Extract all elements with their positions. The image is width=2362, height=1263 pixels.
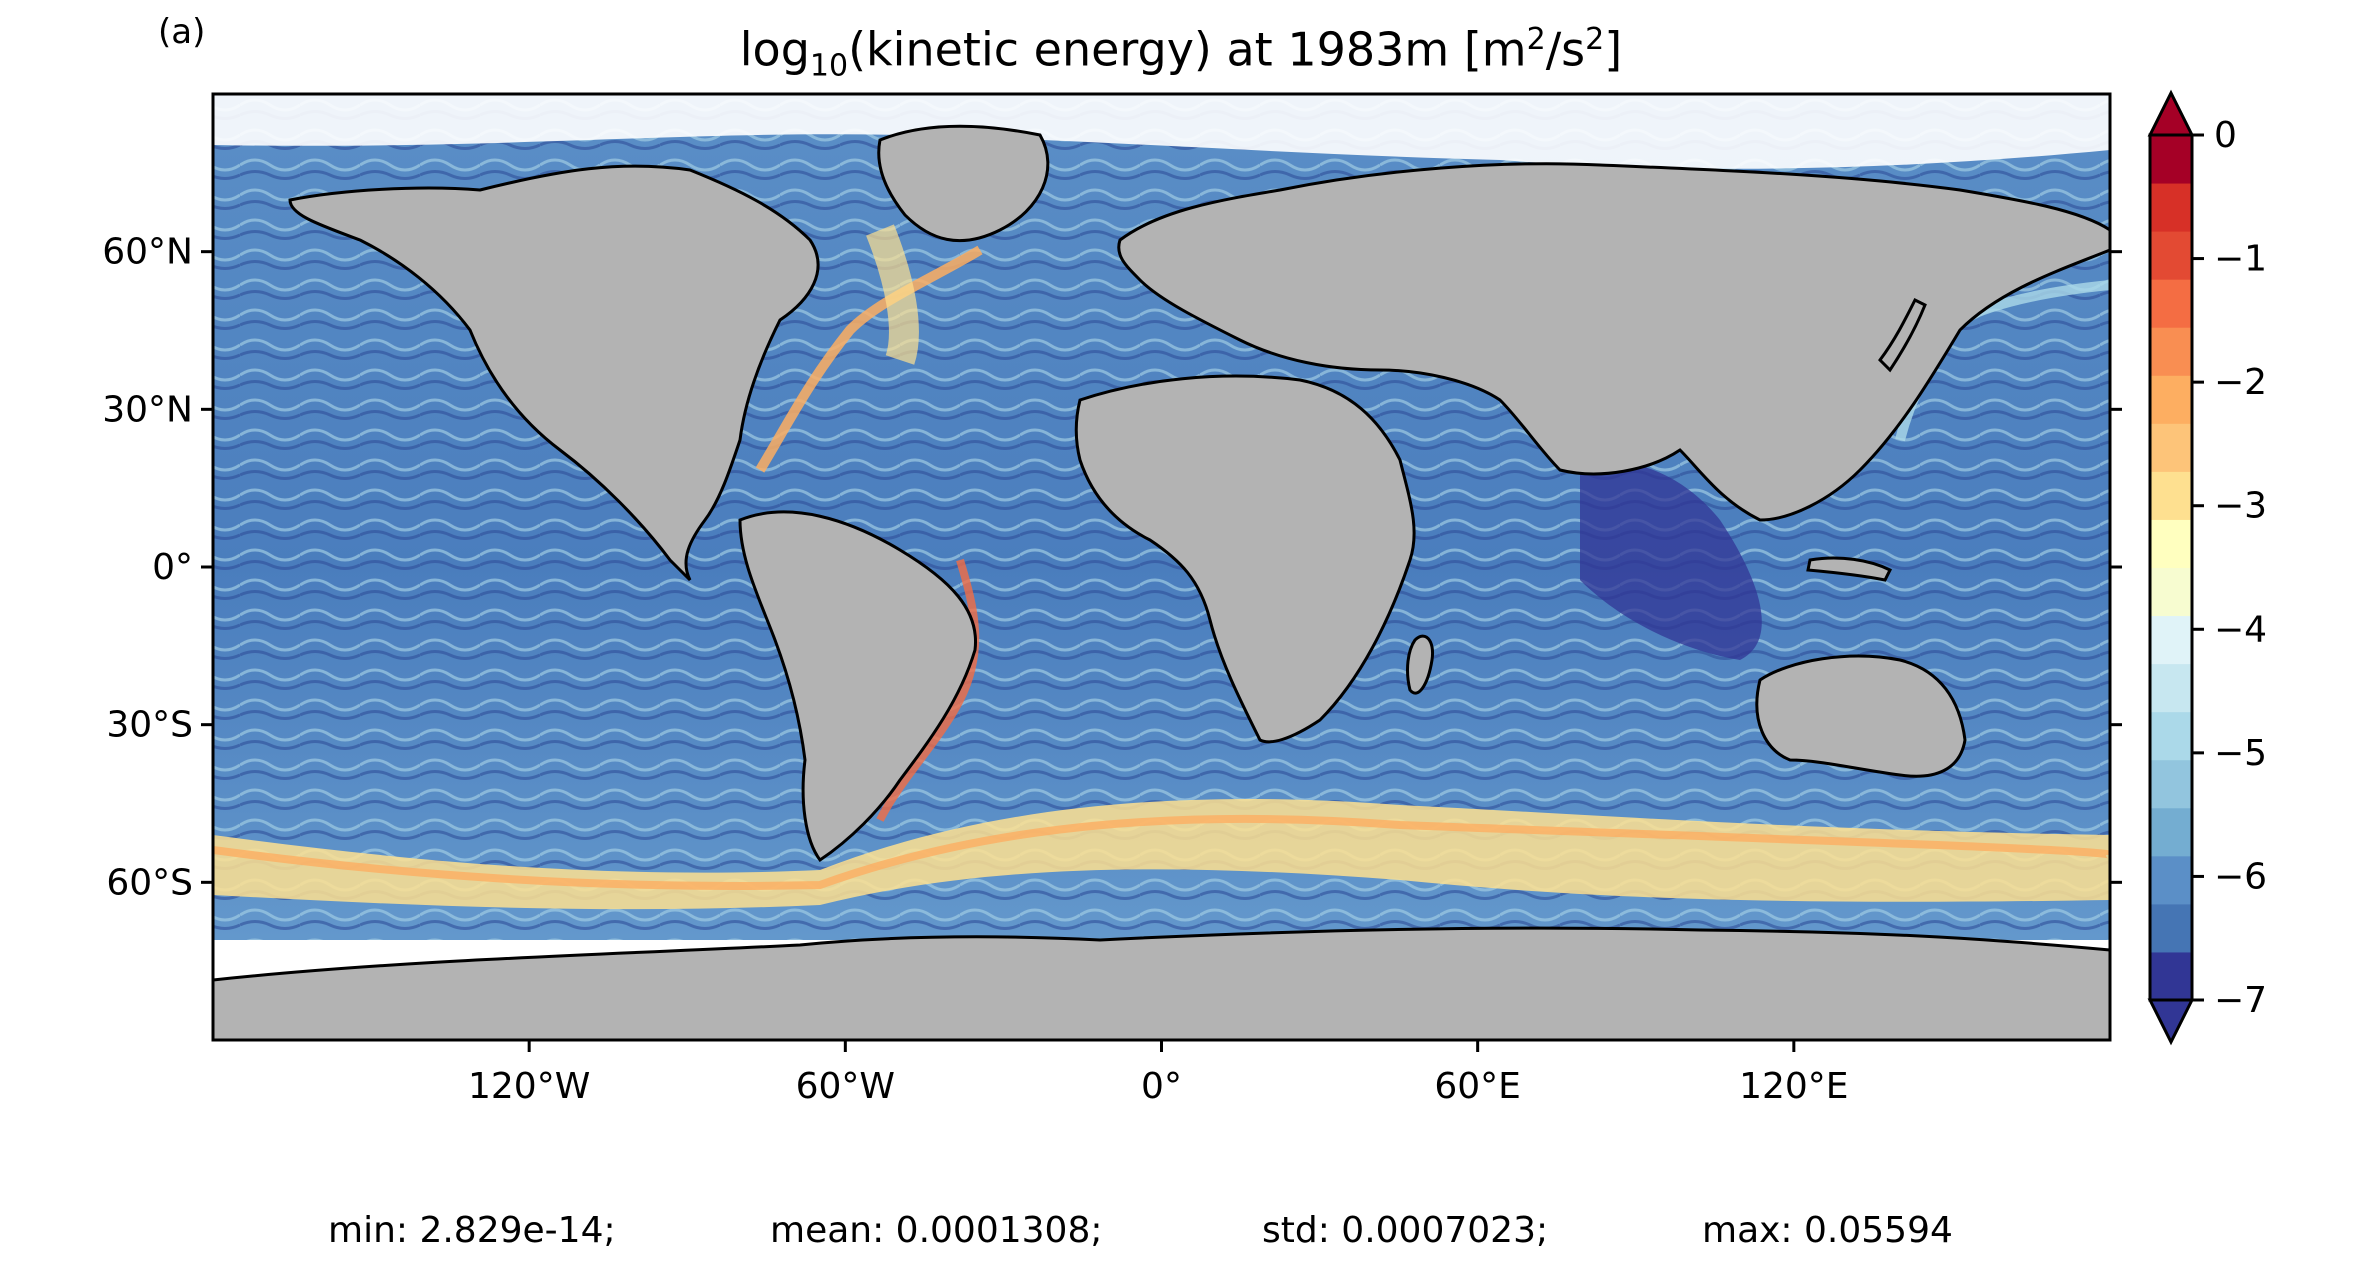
colorbar-tick-label: −5 [2214, 733, 2267, 774]
indonesia [1806, 556, 1893, 582]
north-america [288, 164, 820, 582]
greenland [877, 124, 1050, 243]
colorbar-segment [2150, 375, 2192, 424]
y-tick-label: 60°N [102, 232, 193, 273]
africa [1074, 374, 1416, 744]
madagascar [1406, 634, 1435, 695]
colorbar-segment [2150, 471, 2192, 520]
deep-indian-region [1580, 462, 1762, 660]
x-tick-label: 60°E [1434, 1066, 1521, 1107]
y-tick-label: 0° [152, 547, 193, 588]
colorbar-extend-min [2147, 998, 2195, 1046]
brazil-current [876, 558, 980, 822]
colorbar-segment [2150, 519, 2192, 568]
title-sup2: 2 [1585, 22, 1605, 57]
gulf-stream [755, 245, 983, 473]
panel-label: (a) [158, 12, 206, 52]
colorbar-tick-label: −7 [2214, 980, 2267, 1021]
colorbar-segment [2150, 951, 2192, 1001]
stat-min: min: 2.829e-14; [328, 1210, 616, 1251]
y-tick-label: 30°S [106, 705, 193, 746]
arctic-white [213, 94, 2110, 169]
title-sub: 10 [809, 48, 849, 84]
colorbar-segment [2150, 855, 2192, 905]
title-sup1: 2 [1526, 22, 1546, 57]
colorbar-tick-label: −3 [2214, 486, 2267, 527]
colorbar-segment [2150, 135, 2192, 184]
colorbar-tick-label: 0 [2214, 115, 2237, 156]
y-tick-label: 60°S [106, 862, 193, 903]
title-slash: /s [1545, 22, 1586, 77]
stat-std: std: 0.0007023; [1262, 1210, 1549, 1251]
colorbar-segment [2150, 807, 2192, 857]
x-tick-label: 0° [1141, 1066, 1182, 1107]
acc-core [213, 814, 2110, 890]
axis-ticks: 120°W 60°W 0° 60°E 120°E 60°N 30°N 0° 30°S 60°S [102, 232, 2122, 1107]
eurasia [1117, 162, 2110, 522]
japan [1878, 297, 1927, 373]
land [213, 124, 2110, 1040]
north-atlantic-energy [866, 224, 919, 365]
colorbar-segment [2150, 423, 2192, 472]
title-log: log [739, 22, 810, 77]
colorbar-tick-label: −6 [2214, 856, 2267, 897]
colorbar-segment [2150, 567, 2192, 617]
colorbar-segment [2150, 711, 2192, 761]
colorbar-tick-label: −4 [2214, 609, 2267, 650]
x-tick-label: 120°W [468, 1066, 590, 1107]
colorbar-segment [2150, 231, 2192, 280]
colorbar-segment [2150, 759, 2192, 809]
colorbar-segment [2150, 903, 2192, 953]
title-end: ] [1604, 22, 1623, 77]
y-tick-label: 30°N [102, 389, 193, 430]
colorbar-extend-max [2147, 89, 2195, 137]
colorbar-segment [2150, 663, 2192, 713]
figure-title: log10(kinetic energy) at 1983m [m2/s2] [0, 22, 2362, 84]
colorbar-frame [2148, 133, 2194, 1002]
colorbar-segment [2150, 327, 2192, 376]
australia [1755, 654, 1967, 778]
x-tick-label: 60°W [796, 1066, 895, 1107]
antarctica [213, 926, 2110, 1040]
title-main: (kinetic energy) at 1983m [m [848, 22, 1527, 77]
colorbar: 0 −1 −2 −3 −4 −5 −6 −7 [2147, 89, 2267, 1046]
colorbar-segment [2150, 615, 2192, 665]
stat-max: max: 0.05594 [1702, 1210, 1953, 1251]
x-tick-label: 120°E [1739, 1066, 1848, 1107]
map-area [213, 94, 2110, 1040]
colorbar-segment [2150, 183, 2192, 232]
south-america [738, 510, 978, 863]
colorbar-tick-label: −1 [2214, 239, 2267, 280]
stat-mean: mean: 0.0001308; [770, 1210, 1103, 1251]
colorbar-segment [2150, 279, 2192, 328]
colorbar-tick-label: −2 [2214, 362, 2267, 403]
